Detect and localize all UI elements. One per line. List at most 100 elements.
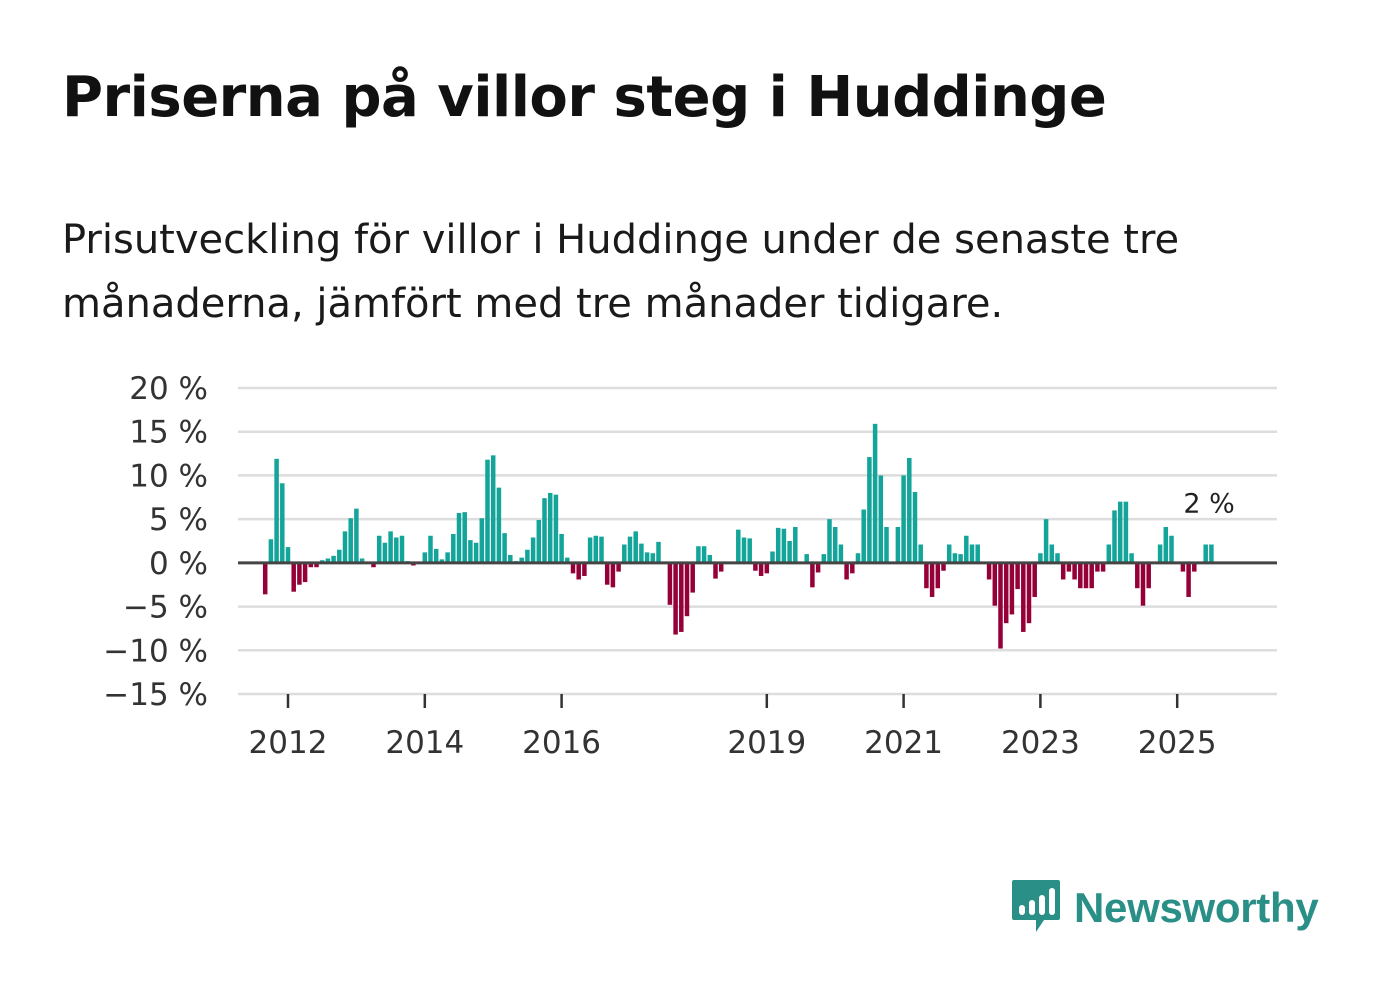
bar <box>285 547 291 563</box>
bar <box>952 553 958 563</box>
bar <box>485 459 490 563</box>
bar <box>753 562 758 571</box>
x-tick-label: 2012 <box>249 725 328 761</box>
bar <box>473 542 479 563</box>
bar <box>838 544 844 563</box>
bar <box>770 551 775 563</box>
bar <box>707 554 713 563</box>
bar <box>525 549 530 563</box>
bar <box>941 562 946 571</box>
bar <box>1015 562 1020 590</box>
bar <box>1203 544 1208 563</box>
bar <box>958 554 963 563</box>
chart-title: Priserna på villor steg i Huddinge <box>62 65 1107 130</box>
bar <box>302 562 308 583</box>
bar <box>895 527 901 563</box>
x-tick-label: 2021 <box>864 725 943 761</box>
bar <box>1180 562 1186 572</box>
bar <box>1021 562 1026 632</box>
y-tick-label: 15 % <box>129 415 208 451</box>
bar <box>1095 562 1100 572</box>
x-tick-label: 2023 <box>1001 725 1080 761</box>
bar <box>1089 562 1094 589</box>
bar <box>855 553 861 563</box>
bar <box>924 562 929 589</box>
bar <box>832 527 838 563</box>
bar <box>337 549 342 563</box>
bar <box>821 554 827 563</box>
bar <box>736 529 741 563</box>
bar <box>1135 562 1140 589</box>
bar <box>622 544 627 563</box>
y-tick-label: −10 % <box>103 633 208 669</box>
bar <box>912 492 918 563</box>
bar <box>342 531 348 563</box>
bar <box>747 538 752 563</box>
bar <box>1066 562 1072 572</box>
bar <box>610 562 616 588</box>
bar <box>576 562 581 580</box>
bar <box>451 534 456 563</box>
bar <box>656 541 661 563</box>
bar <box>1123 501 1129 563</box>
bar <box>1032 562 1037 597</box>
bar <box>1072 562 1077 580</box>
bar <box>804 554 809 563</box>
bar <box>975 544 980 563</box>
y-axis-ticks: 20 % 15 % 10 % 5 % 0 % −5 % −10 % −15 % <box>103 371 208 713</box>
bar <box>713 562 718 579</box>
bar <box>1055 553 1060 563</box>
bar <box>998 562 1003 649</box>
bar <box>1043 519 1049 563</box>
bar <box>559 534 564 563</box>
gridlines <box>238 386 1277 696</box>
bar <box>439 559 445 563</box>
bar <box>1009 562 1015 615</box>
y-tick-label: −5 % <box>123 590 208 626</box>
bar <box>872 423 878 563</box>
bar <box>867 457 872 563</box>
bar <box>901 475 906 563</box>
newsworthy-logo: Newsworthy <box>1010 878 1319 938</box>
bar <box>280 483 285 563</box>
y-tick-label: −15 % <box>103 677 208 713</box>
bar <box>388 531 393 563</box>
bar <box>1163 527 1169 563</box>
bar <box>371 562 376 568</box>
y-tick-label: 0 % <box>149 546 208 582</box>
bar <box>861 509 866 563</box>
bar <box>325 558 331 563</box>
bar <box>793 527 798 563</box>
bar <box>382 542 388 563</box>
bar <box>878 475 884 563</box>
bar <box>1146 562 1151 589</box>
bar <box>969 544 975 563</box>
bar <box>308 562 314 568</box>
x-tick-label: 2025 <box>1138 725 1217 761</box>
bar <box>1060 562 1066 580</box>
bar <box>1169 535 1174 563</box>
bar <box>570 562 576 574</box>
bar <box>496 487 502 563</box>
bar <box>1100 562 1106 572</box>
bar <box>827 519 832 563</box>
bar <box>587 537 593 563</box>
bar <box>428 535 433 563</box>
bar <box>553 494 559 563</box>
bar <box>775 527 781 563</box>
bar <box>542 498 547 563</box>
bar <box>536 520 542 563</box>
bar <box>964 535 969 563</box>
x-tick-label: 2014 <box>385 725 464 761</box>
bar <box>907 457 912 563</box>
bar <box>918 544 923 563</box>
bar <box>604 562 610 585</box>
bar <box>718 562 724 572</box>
bar <box>815 562 821 573</box>
bar <box>1049 544 1055 563</box>
brand-name: Newsworthy <box>1074 884 1319 931</box>
bar <box>741 537 747 563</box>
bar <box>1192 562 1197 572</box>
bar <box>359 558 365 563</box>
bar <box>291 562 296 592</box>
